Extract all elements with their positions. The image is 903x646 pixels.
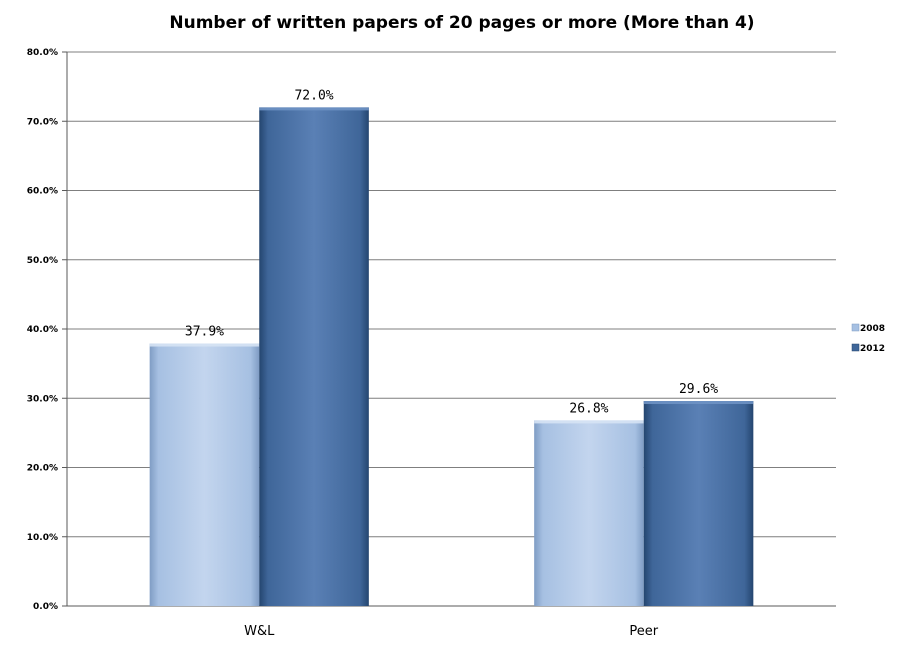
data-label: 29.6% (679, 382, 718, 397)
y-tick-label: 40.0% (27, 325, 58, 335)
y-tick-label: 80.0% (27, 48, 58, 58)
bar-2012-peer (644, 401, 754, 606)
y-tick-label: 70.0% (27, 117, 58, 127)
y-tick-label: 30.0% (27, 394, 58, 404)
legend-swatch-2012 (852, 344, 859, 351)
bars (150, 107, 754, 606)
y-tick-label: 20.0% (27, 464, 58, 474)
y-axis-ticks: 0.0% 10.0% 20.0% 30.0% 40.0% 50.0% 60.0% 70.0% 8… (27, 48, 58, 612)
y-tick-label: 0.0% (33, 602, 58, 612)
x-axis-ticks: W&L Peer (244, 624, 659, 639)
legend-swatch-2008 (852, 324, 859, 331)
data-label: 72.0% (294, 88, 333, 103)
x-tick-label: Peer (629, 624, 658, 639)
bar-top-highlight (644, 401, 754, 404)
legend-label-2012: 2012 (860, 344, 885, 354)
bar-2008-wl (150, 344, 260, 606)
bar-top-highlight (259, 107, 369, 110)
data-label: 37.9% (185, 325, 224, 340)
legend-label-2008: 2008 (860, 324, 885, 334)
bar-2012-wl (259, 107, 369, 606)
chart-title: Number of written papers of 20 pages or … (169, 13, 754, 33)
y-tick-label: 50.0% (27, 256, 58, 266)
legend: 2008 2012 (852, 324, 885, 354)
x-tick-label: W&L (244, 624, 275, 639)
data-label: 26.8% (569, 401, 608, 416)
y-tick-label: 60.0% (27, 187, 58, 197)
bar-top-highlight (534, 420, 644, 423)
bar-2008-peer (534, 420, 644, 606)
y-tick-label: 10.0% (27, 533, 58, 543)
bar-top-highlight (150, 344, 260, 347)
